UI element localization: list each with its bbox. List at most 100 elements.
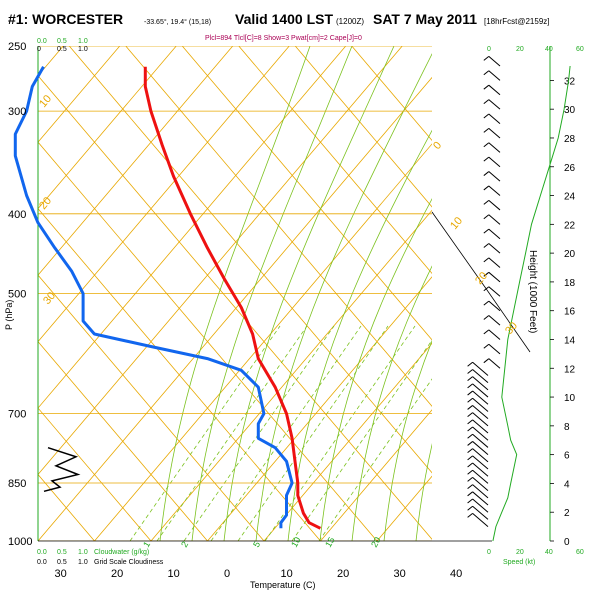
bottom-grid-tick-3: 1.0: [78, 559, 88, 566]
wind-barb: [467, 484, 489, 499]
wind-barb: [467, 441, 489, 456]
wind-barb: [483, 243, 501, 254]
wind-barb: [467, 361, 489, 376]
wind-barb: [483, 358, 501, 369]
stability-indices: Plcl=894 Tlcl[C]=8 Show=3 Pwat[cm]=2 Cap…: [205, 35, 362, 42]
bottom-cloud-tick-1: 0.0: [37, 549, 47, 556]
mixing-ratio-label: 10: [289, 535, 303, 549]
wind-barb: [483, 185, 501, 196]
bottom-grid-tick-2: 0.5: [57, 559, 67, 566]
bottom-grid-tick-1: 0.0: [37, 559, 47, 566]
wind-barb: [467, 419, 489, 434]
height-axis-label: Height (1000 Feet): [527, 250, 538, 333]
moist-adiabat: [351, 265, 432, 541]
moist-adiabat: [191, 46, 353, 541]
bottom-speed-tick-4: 60: [576, 549, 584, 556]
wind-barb: [467, 513, 489, 527]
height-tick-label: 24: [564, 192, 576, 203]
bottom-speed-tick-2: 20: [516, 549, 524, 556]
wind-barb: [483, 171, 501, 182]
grid-cloudiness-label: Grid Scale Cloudiness: [94, 559, 164, 566]
height-tick-label: 14: [564, 335, 576, 346]
wind-barb: [467, 390, 489, 405]
height-tick-label: 32: [564, 76, 576, 87]
wind-barb: [483, 329, 501, 340]
height-tick-label: 30: [564, 105, 576, 116]
wind-speed-profile: [492, 65, 571, 542]
temperature-line: [143, 66, 322, 530]
top-cloud-tick-1: 0.0: [37, 38, 47, 45]
temperature-tick-label: 20: [337, 568, 349, 580]
station-coords: -33.65°, 19.4° (15,18): [144, 18, 211, 26]
top-grid-tick-3: 1.0: [78, 46, 88, 53]
y-axis-label: P (hPa): [4, 300, 14, 330]
height-tick-label: 20: [564, 249, 576, 260]
top-grid-tick-2: 0.5: [57, 46, 67, 53]
forecast-date: SAT 7 May 2011: [373, 11, 477, 27]
panel-connector: [486, 289, 531, 353]
height-tick-label: 12: [564, 364, 576, 375]
bottom-cloud-tick-3: 1.0: [78, 549, 88, 556]
top-grid-tick-1: 0: [37, 46, 41, 53]
bottom-speed-tick-3: 40: [545, 549, 553, 556]
temperature-tick-label: 10: [281, 568, 293, 580]
cloud-profile-line: [43, 446, 81, 493]
mixing-ratio-line: [237, 325, 389, 541]
mixing-ratio-line: [183, 325, 335, 541]
cloudwater-label: Cloudwater (g/kg): [94, 549, 149, 556]
moist-adiabat: [415, 443, 432, 541]
wind-barb: [467, 498, 489, 513]
moist-adiabat: [223, 46, 395, 541]
wind-barb: [467, 505, 489, 520]
mixing-ratio-line: [264, 325, 416, 541]
wind-barb: [467, 448, 489, 463]
wind-barb: [467, 469, 489, 484]
pressure-tick-label: 700: [8, 409, 26, 421]
moist-adiabat: [159, 46, 311, 541]
wind-barb: [483, 70, 501, 81]
wind-barb: [483, 142, 501, 153]
wind-barb: [483, 214, 501, 225]
height-tick-label: 28: [564, 134, 576, 145]
mixing-ratio-label: 20: [369, 535, 383, 549]
adiabat-line: [294, 46, 432, 208]
wind-barb: [483, 286, 501, 297]
mixing-ratio-label: 5: [251, 540, 262, 549]
pressure-tick-label: 250: [8, 41, 26, 53]
top-cloud-tick-2: 0.5: [57, 38, 67, 45]
height-tick-label: 18: [564, 278, 576, 289]
moist-adiabat: [383, 339, 432, 541]
height-tick-label: 22: [564, 220, 576, 231]
moist-adiabat: [287, 129, 432, 541]
wind-barb: [483, 199, 501, 211]
bottom-speed-tick-1: 0: [487, 549, 491, 556]
wind-barb: [467, 405, 489, 420]
isotherm-line: [320, 409, 432, 541]
isotherm-line: [38, 46, 121, 143]
wind-barb: [483, 56, 501, 67]
wind-barb: [467, 462, 489, 477]
wind-barb: [483, 99, 501, 110]
wind-barb: [483, 84, 501, 96]
height-tick-label: 4: [564, 479, 570, 490]
wind-barb: [483, 228, 501, 240]
moist-adiabat: [255, 53, 432, 541]
adiabat-line: [351, 46, 432, 142]
mixing-ratio-label: 15: [323, 535, 337, 549]
isotherm-line: [38, 46, 177, 210]
wind-barb: [483, 127, 501, 139]
temperature-tick-label: 20: [111, 568, 123, 580]
panel-connector: [431, 211, 488, 291]
top-speed-tick-1: 0: [487, 46, 491, 53]
height-tick-label: 0: [564, 537, 570, 548]
wind-barb: [483, 257, 501, 268]
sounding-series: [13, 66, 322, 530]
wind-barb: [467, 426, 489, 441]
height-tick-label: 8: [564, 422, 570, 433]
wind-barb: [467, 376, 489, 391]
height-tick-label: 6: [564, 451, 570, 462]
temperature-tick-label: 40: [450, 568, 462, 580]
adiabat-line: [238, 46, 432, 274]
